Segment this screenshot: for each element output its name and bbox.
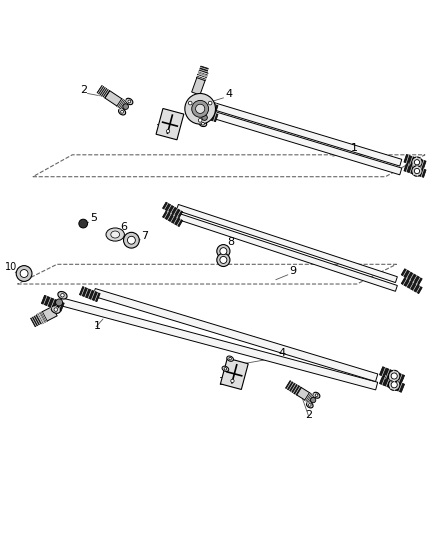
Circle shape: [188, 101, 192, 105]
Ellipse shape: [227, 356, 233, 361]
Text: 5: 5: [90, 213, 97, 223]
Circle shape: [412, 166, 422, 176]
Text: 9: 9: [289, 266, 296, 276]
Ellipse shape: [106, 228, 124, 241]
Ellipse shape: [51, 306, 60, 313]
Polygon shape: [162, 211, 183, 227]
Polygon shape: [401, 269, 422, 285]
Ellipse shape: [202, 109, 210, 115]
Circle shape: [121, 110, 124, 113]
Ellipse shape: [313, 392, 320, 398]
Polygon shape: [177, 213, 397, 292]
Circle shape: [217, 245, 230, 258]
Polygon shape: [197, 70, 208, 81]
Ellipse shape: [111, 231, 120, 238]
Polygon shape: [198, 100, 218, 113]
Polygon shape: [293, 385, 315, 404]
Polygon shape: [105, 91, 128, 110]
Circle shape: [389, 370, 400, 382]
Circle shape: [202, 115, 207, 120]
Polygon shape: [286, 381, 301, 395]
Ellipse shape: [58, 292, 67, 299]
Circle shape: [391, 382, 397, 388]
Circle shape: [391, 373, 397, 379]
Polygon shape: [192, 70, 208, 95]
Circle shape: [198, 118, 202, 122]
Circle shape: [208, 101, 212, 105]
Text: 3: 3: [155, 124, 162, 134]
Circle shape: [220, 256, 227, 263]
Polygon shape: [162, 202, 183, 218]
Polygon shape: [220, 358, 248, 390]
Text: 8: 8: [227, 238, 234, 247]
Ellipse shape: [199, 121, 207, 126]
Circle shape: [231, 379, 234, 383]
Circle shape: [185, 93, 215, 124]
Polygon shape: [404, 163, 426, 177]
Circle shape: [127, 236, 135, 244]
Circle shape: [166, 130, 170, 133]
Circle shape: [54, 308, 57, 311]
Circle shape: [229, 358, 231, 360]
Text: 3: 3: [218, 377, 225, 387]
Circle shape: [205, 110, 208, 113]
Polygon shape: [212, 111, 402, 175]
Ellipse shape: [222, 366, 229, 372]
Polygon shape: [197, 66, 208, 79]
Circle shape: [414, 168, 420, 174]
Ellipse shape: [126, 98, 133, 104]
Text: 2: 2: [80, 85, 87, 95]
Text: 6: 6: [120, 222, 127, 232]
Circle shape: [412, 157, 422, 167]
Polygon shape: [93, 288, 378, 382]
Text: 1: 1: [94, 321, 101, 330]
Text: 7: 7: [141, 231, 148, 241]
Circle shape: [389, 379, 400, 391]
Circle shape: [308, 403, 311, 406]
Circle shape: [128, 100, 131, 103]
Circle shape: [220, 248, 227, 255]
Polygon shape: [156, 109, 184, 140]
Circle shape: [201, 122, 204, 125]
Polygon shape: [31, 313, 45, 327]
Circle shape: [79, 219, 88, 228]
Polygon shape: [379, 367, 405, 384]
Polygon shape: [37, 306, 57, 324]
Ellipse shape: [119, 109, 126, 115]
Polygon shape: [404, 155, 426, 168]
Circle shape: [192, 100, 208, 117]
Polygon shape: [79, 287, 100, 302]
Circle shape: [56, 299, 63, 306]
Circle shape: [315, 394, 318, 397]
Polygon shape: [212, 102, 402, 166]
Polygon shape: [60, 298, 378, 390]
Text: 2: 2: [305, 409, 312, 419]
Text: 10: 10: [5, 262, 18, 272]
Ellipse shape: [307, 402, 313, 408]
Circle shape: [195, 104, 205, 114]
Text: 4: 4: [226, 88, 233, 99]
Circle shape: [20, 270, 28, 278]
Circle shape: [414, 159, 420, 165]
Polygon shape: [37, 311, 47, 324]
Polygon shape: [41, 295, 64, 311]
Polygon shape: [117, 99, 128, 110]
Text: 1: 1: [350, 143, 357, 154]
Circle shape: [124, 232, 139, 248]
Circle shape: [217, 253, 230, 266]
Polygon shape: [198, 109, 218, 122]
Polygon shape: [379, 375, 405, 392]
Text: 4: 4: [278, 348, 285, 358]
Circle shape: [224, 368, 226, 370]
Circle shape: [16, 265, 32, 281]
Polygon shape: [97, 85, 110, 98]
Polygon shape: [304, 392, 316, 404]
Polygon shape: [401, 278, 422, 294]
Circle shape: [311, 398, 316, 403]
Polygon shape: [177, 205, 397, 282]
Circle shape: [61, 294, 64, 297]
Circle shape: [123, 104, 128, 109]
